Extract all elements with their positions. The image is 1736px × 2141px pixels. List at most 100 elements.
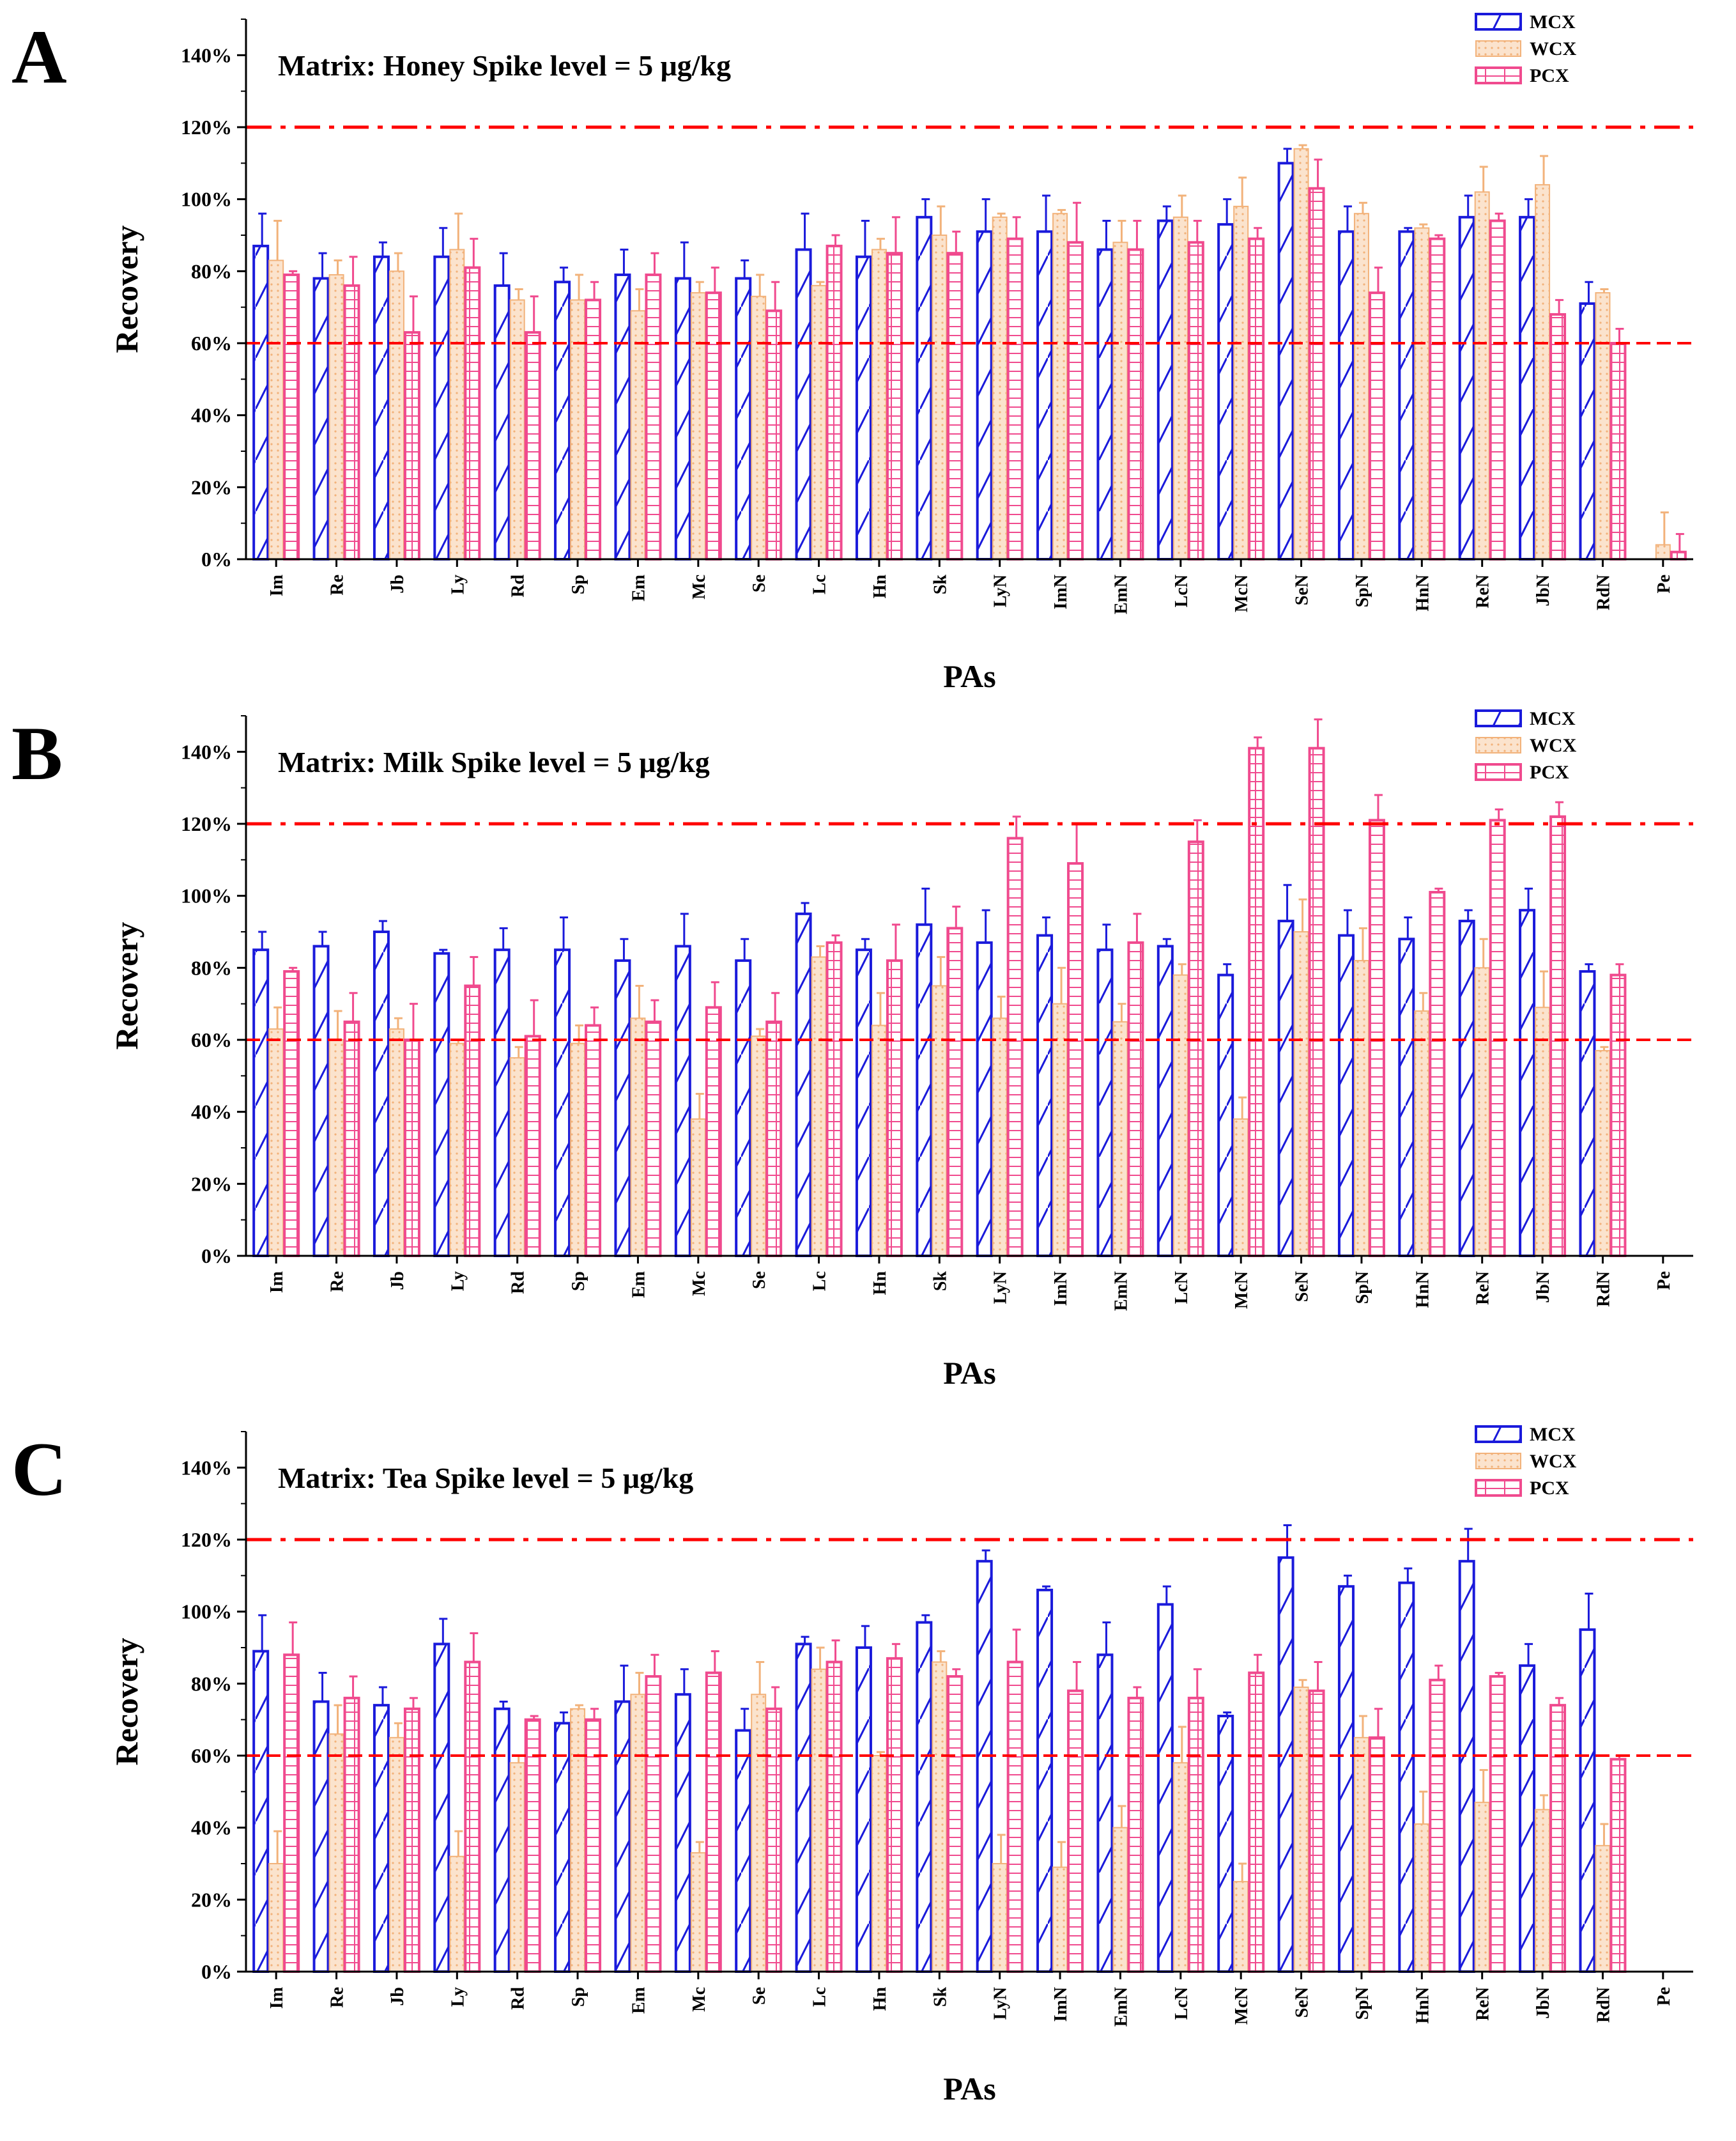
x-tick-label-ly: Ly — [448, 1271, 468, 1291]
y-tick-label: 140% — [181, 43, 232, 66]
x-tick-label-lc: Lc — [810, 1271, 830, 1291]
bar-wcx-em — [630, 1017, 646, 1256]
x-tick-label-imn: ImN — [1051, 1271, 1071, 1306]
bar-wcx-ren — [1474, 191, 1490, 560]
chart-b: 0% 20% 40% 60% 80% 100% 120% 140% Im Re Jb Ly Rd Sp Em… — [109, 708, 1693, 1391]
bar-mcx-spn — [1337, 934, 1355, 1257]
bar-pcx-imn — [1067, 1689, 1084, 1973]
bar-wcx-jbn — [1535, 1809, 1551, 1972]
bar-mcx-jbn — [1519, 215, 1536, 561]
legend: MCX WCX PCX — [1475, 1424, 1577, 1499]
bar-mcx-lyn — [976, 941, 993, 1257]
legend-swatch-wcx — [1475, 40, 1521, 57]
bar-pcx-re — [343, 1020, 360, 1257]
bar-mcx-ren — [1458, 920, 1475, 1258]
x-tick-label-im: Im — [267, 1987, 287, 2009]
chart-c: 0% 20% 40% 60% 80% 100% 120% 140% Im Re Jb Ly Rd Sp Em… — [109, 1424, 1693, 2106]
bar-pcx-em — [645, 1675, 662, 1973]
x-tick-label-jbn: JbN — [1533, 1987, 1553, 2019]
x-tick-label-im: Im — [267, 575, 287, 596]
chart-title: Matrix: Tea Spike level = 5 μg/kg — [278, 1462, 693, 1494]
x-tick-label-em: Em — [629, 1987, 649, 2014]
y-tick-label: 40% — [191, 1816, 232, 1839]
x-axis-title: PAs — [943, 2071, 995, 2106]
legend-label-wcx: WCX — [1530, 38, 1577, 59]
bar-wcx-lc — [811, 1668, 827, 1972]
bar-mcx-sen — [1277, 920, 1294, 1258]
x-tick-label-mcn: McN — [1232, 575, 1252, 612]
bar-wcx-emn — [1112, 242, 1128, 560]
x-tick-label-jb: Jb — [388, 1271, 408, 1290]
x-tick-label-se: Se — [749, 575, 769, 592]
chart-title: Matrix: Milk Spike level = 5 μg/kg — [278, 746, 710, 778]
x-tick-label-rd: Rd — [509, 1987, 528, 2010]
bar-wcx-mcn — [1233, 205, 1249, 560]
bar-mcx-emn — [1096, 948, 1114, 1257]
bar-mcx-lcn — [1156, 1603, 1174, 1973]
bar-wcx-lyn — [992, 1863, 1008, 1972]
bar-mcx-jb — [373, 931, 390, 1257]
bar-mcx-mcn — [1217, 973, 1234, 1257]
x-tick-label-se: Se — [749, 1271, 769, 1289]
bar-mcx-lyn — [976, 1559, 993, 1974]
legend: MCX WCX PCX — [1475, 708, 1577, 783]
bar-wcx-hn — [871, 249, 887, 560]
y-tick-label: 100% — [181, 1600, 232, 1623]
bar-pcx-hnn — [1429, 237, 1446, 560]
bar-pcx-ren — [1489, 819, 1506, 1258]
bar-mcx-hnn — [1398, 230, 1415, 561]
bar-pcx-se — [765, 309, 783, 560]
bar-pcx-ren — [1489, 219, 1506, 560]
x-tick-label-lyn: LyN — [991, 575, 1011, 607]
bar-pcx-ly — [464, 984, 481, 1257]
y-tick-label: 120% — [181, 116, 232, 139]
y-axis-title: Recovery — [109, 226, 144, 353]
x-tick-label-ren: ReN — [1473, 575, 1493, 608]
y-tick-label: 20% — [191, 1172, 232, 1195]
bar-wcx-em — [630, 1694, 646, 1972]
bar-wcx-rdn — [1595, 292, 1611, 560]
x-tick-label-sen: SeN — [1293, 1987, 1312, 2018]
x-tick-label-mcn: McN — [1232, 1271, 1252, 1309]
bar-wcx-im — [268, 259, 284, 560]
x-tick-label-pe: Pe — [1654, 1271, 1674, 1290]
bar-wcx-imn — [1052, 213, 1068, 560]
panel-b: B 0% 20% 40% 60% 80% 100% 120% 140% Im Re Jb Ly Rd Sp… — [0, 697, 1736, 1400]
x-tick-label-ly: Ly — [448, 575, 468, 594]
x-tick-label-rdn: RdN — [1594, 1987, 1613, 2023]
bar-wcx-sen — [1293, 148, 1309, 560]
bar-pcx-im — [283, 970, 300, 1257]
legend-swatch-wcx — [1475, 1453, 1521, 1469]
y-tick-label: 80% — [191, 259, 232, 282]
bar-wcx-sp — [570, 1042, 586, 1257]
bar-wcx-spn — [1353, 960, 1369, 1256]
bar-pcx-emn — [1127, 941, 1144, 1257]
x-tick-label-rdn: RdN — [1594, 1271, 1613, 1307]
bar-pcx-jb — [403, 331, 420, 560]
x-tick-label-em: Em — [629, 575, 649, 601]
x-tick-label-sen: SeN — [1293, 575, 1312, 605]
bar-pcx-sk — [946, 1675, 964, 1973]
bar-mcx-hnn — [1398, 938, 1415, 1257]
bar-pcx-em — [645, 273, 662, 560]
x-tick-label-pe: Pe — [1654, 1987, 1674, 2006]
x-tick-label-mc: Mc — [689, 1271, 709, 1296]
bar-mcx-im — [252, 1650, 270, 1973]
bar-mcx-lyn — [976, 230, 993, 561]
bar-mcx-em — [614, 1700, 631, 1973]
bar-pcx-pe — [1670, 550, 1687, 561]
bar-wcx-rd — [509, 1057, 525, 1257]
bar-mcx-rdn — [1579, 1628, 1596, 1974]
series-mcx — [252, 1524, 1596, 1974]
x-tick-label-hnn: HnN — [1413, 575, 1433, 612]
bar-mcx-lc — [795, 912, 812, 1258]
bar-pcx-hnn — [1429, 891, 1446, 1257]
bar-wcx-re — [328, 1039, 344, 1256]
bar-mcx-re — [312, 1700, 330, 1973]
bar-pcx-emn — [1127, 248, 1144, 560]
bar-pcx-hnn — [1429, 1678, 1446, 1973]
series-mcx — [252, 884, 1596, 1258]
bar-wcx-re — [328, 274, 344, 560]
x-tick-label-lcn: LcN — [1172, 1271, 1192, 1304]
bar-pcx-sp — [585, 1024, 602, 1257]
